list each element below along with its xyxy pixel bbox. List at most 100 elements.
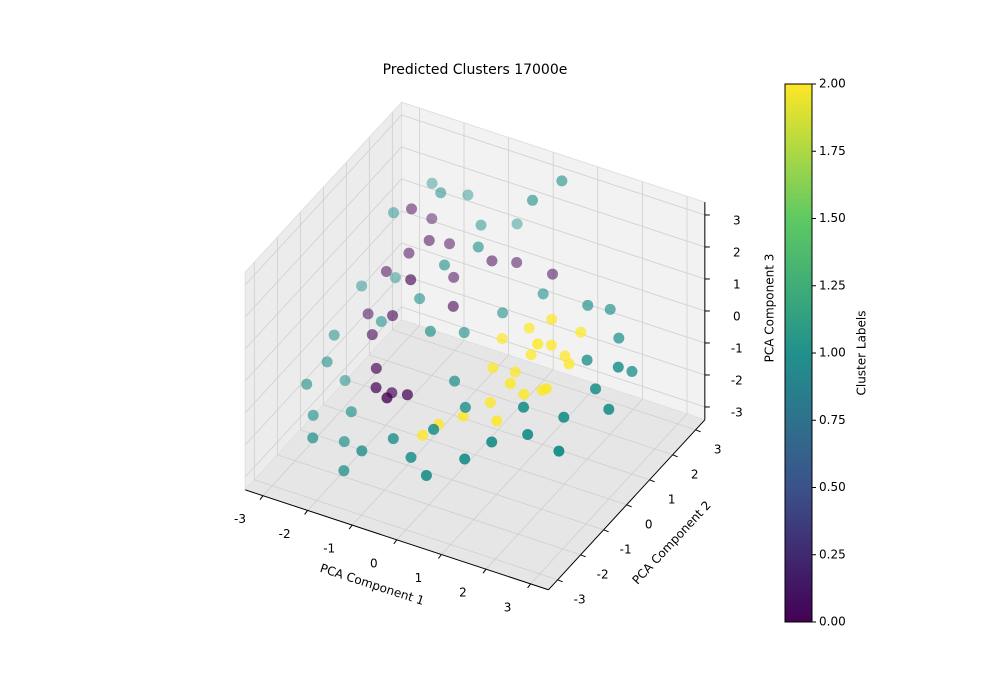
colorbar-tick-label: 2.00 — [819, 77, 846, 91]
x-tick-label: -3 — [234, 512, 246, 526]
data-point — [486, 436, 498, 448]
y-tick-label: -1 — [620, 542, 632, 556]
data-point — [545, 339, 557, 351]
y-tick-label: -2 — [597, 567, 609, 581]
data-point — [511, 256, 523, 268]
x-tick-label: -2 — [279, 527, 291, 541]
data-point — [491, 415, 503, 427]
data-point — [497, 307, 509, 319]
tick-mark — [672, 454, 678, 458]
y-tick-label: 2 — [691, 467, 699, 481]
data-point — [423, 234, 435, 246]
data-point — [406, 203, 418, 215]
data-point — [375, 316, 387, 328]
data-point — [307, 432, 319, 444]
data-point — [345, 406, 357, 418]
grid-line — [401, 114, 705, 216]
x-tick-label: 0 — [370, 556, 378, 570]
data-point — [581, 354, 593, 366]
data-point — [575, 326, 587, 338]
data-point — [435, 187, 447, 199]
data-point — [424, 325, 436, 337]
grid-line — [401, 242, 705, 344]
tick-mark — [557, 579, 563, 583]
grid-line — [323, 404, 627, 506]
data-point — [484, 397, 496, 409]
data-point — [321, 356, 333, 368]
data-point — [527, 194, 538, 206]
data-point — [532, 338, 544, 350]
z-axis-label: PCA Component 3 — [763, 254, 777, 363]
grid-line — [244, 242, 402, 414]
grid-line — [244, 178, 402, 350]
x-tick-label: 3 — [504, 600, 512, 614]
grid-line — [300, 429, 604, 531]
z-tick-label: 0 — [733, 309, 741, 323]
z-tick-label: -1 — [731, 341, 743, 355]
data-point — [417, 429, 429, 441]
data-point — [518, 401, 529, 413]
grid-line — [392, 329, 696, 431]
data-point — [387, 433, 399, 445]
tick-mark — [393, 539, 398, 545]
data-point — [426, 213, 438, 225]
data-point — [518, 388, 530, 400]
data-point — [547, 268, 558, 280]
data-point — [403, 247, 415, 259]
data-point — [449, 375, 461, 387]
tick-mark — [482, 568, 487, 574]
grid-line — [401, 306, 705, 408]
z-tick-label: -2 — [731, 373, 743, 387]
data-point — [414, 293, 426, 305]
tick-mark — [626, 504, 632, 508]
data-point — [590, 383, 602, 395]
data-point — [509, 366, 521, 378]
tick-mark — [527, 583, 531, 589]
x-tick-label: 2 — [459, 586, 467, 600]
data-point — [537, 288, 549, 300]
chart-title: Predicted Clusters 17000e — [383, 62, 568, 78]
data-point — [405, 274, 417, 286]
data-point — [504, 378, 516, 389]
y-axis-label: PCA Component 2 — [629, 498, 713, 587]
grid-line — [244, 146, 402, 318]
colorbar-tick-label: 0.00 — [819, 615, 846, 629]
data-point — [457, 410, 469, 422]
colorbar — [784, 83, 813, 623]
z-tick-label: 1 — [733, 277, 741, 291]
data-point — [511, 218, 523, 230]
grid-line — [244, 210, 402, 382]
data-point — [523, 322, 535, 334]
y-tick-label: 1 — [668, 492, 676, 506]
data-point — [420, 469, 432, 481]
data-point — [522, 428, 534, 440]
data-point — [338, 465, 350, 477]
data-point — [447, 300, 459, 312]
data-point — [370, 362, 382, 374]
colorbar-tick-label: 1.00 — [819, 346, 846, 360]
x-axis-line — [245, 489, 549, 591]
tick-mark — [603, 529, 609, 533]
data-point — [301, 378, 313, 390]
tick-mark — [437, 554, 442, 559]
grid-line — [254, 479, 558, 581]
grid-line — [401, 146, 705, 248]
y-tick-label: -3 — [574, 592, 586, 606]
data-point — [438, 259, 450, 271]
colorbar-tick-label: 0.50 — [819, 480, 846, 494]
data-point — [459, 453, 471, 465]
x-tick-label: 1 — [415, 571, 423, 585]
data-point — [389, 272, 401, 284]
data-point — [582, 299, 594, 311]
data-point — [338, 436, 350, 448]
data-point — [475, 219, 487, 231]
data-point — [462, 189, 474, 201]
y-tick-label: 3 — [714, 442, 722, 456]
data-point — [604, 303, 616, 315]
colorbar-tick-label: 0.25 — [819, 547, 846, 561]
grid-line — [346, 379, 650, 481]
data-point — [613, 332, 625, 344]
data-point — [307, 409, 319, 421]
data-point — [405, 451, 417, 463]
